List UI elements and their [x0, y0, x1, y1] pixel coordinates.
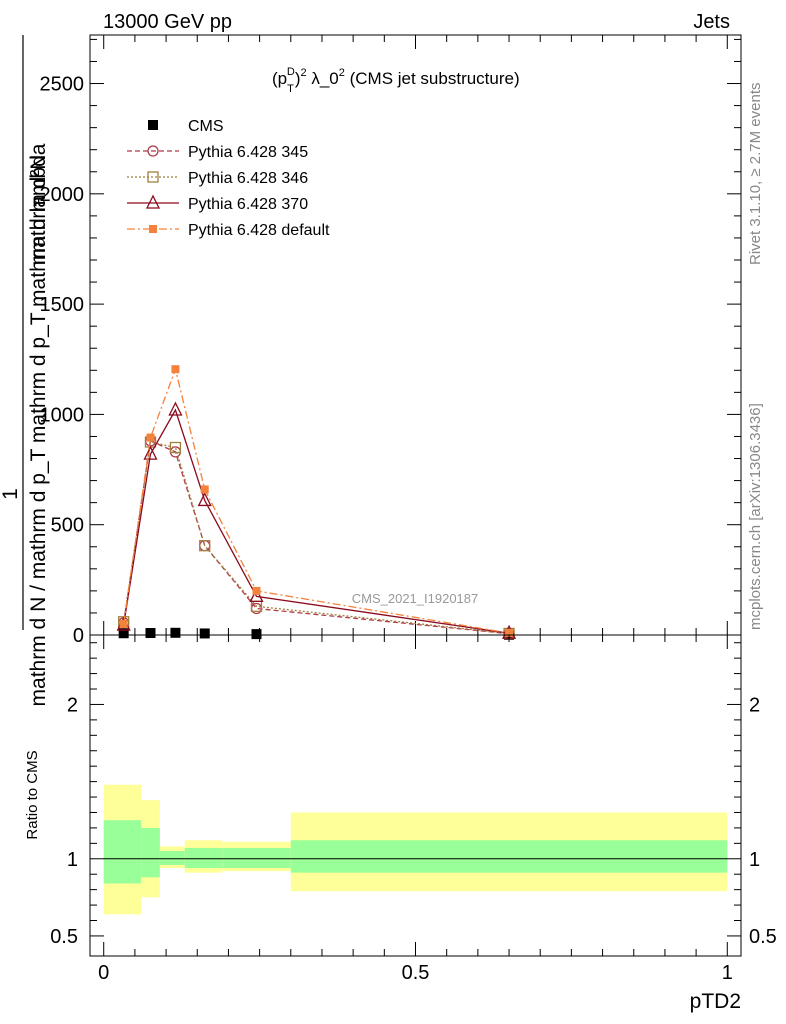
- x-tick-label: 0.5: [402, 962, 430, 984]
- data-point: [171, 365, 180, 374]
- series-pythia-6-428-345: [118, 435, 515, 640]
- data-point: [200, 485, 209, 494]
- data-point: [197, 491, 212, 507]
- y-label-top: 1: [0, 488, 22, 500]
- main-y-tick-label: 2500: [40, 74, 85, 96]
- rivet-label: Rivet 3.1.10, ≥ 2.7M events: [747, 83, 764, 266]
- legend-label: Pythia 6.428 370: [188, 196, 308, 213]
- legend-label: Pythia 6.428 346: [188, 170, 308, 187]
- analysis-watermark: CMS_2021_I1920187: [352, 591, 479, 606]
- main-y-tick-label: 500: [51, 515, 84, 537]
- legend-entry: Pythia 6.428 370: [127, 194, 308, 213]
- data-point: [249, 587, 264, 603]
- legend-label: Pythia 6.428 345: [188, 144, 308, 161]
- main-y-tick-label: 1000: [40, 404, 85, 426]
- legend-entry: Pythia 6.428 default: [127, 222, 330, 239]
- ratio-band-inner: [159, 851, 185, 865]
- ratio-y-tick-label-right: 2: [749, 694, 760, 716]
- data-point: [118, 628, 129, 639]
- ratio-band-inner: [184, 847, 223, 869]
- main-y-tick-label: 0: [73, 625, 84, 647]
- ratio-y-tick-label: 0.5: [50, 926, 78, 948]
- header-left: 13000 GeV pp: [103, 11, 232, 33]
- mcplots-label: mcplots.cern.ch [arXiv:1306.3436]: [747, 403, 764, 630]
- ratio-y-ticks: 0.5 0.5 1 1 2 2: [50, 642, 777, 948]
- data-point: [143, 445, 158, 460]
- main-series-layer: [116, 365, 517, 640]
- data-point: [505, 629, 514, 638]
- series-pythia-6-428-346: [118, 436, 515, 640]
- plot-title: (pTD)2 λ_02 (CMS jet substructure): [272, 66, 520, 95]
- legend-entry: Pythia 6.428 346: [127, 170, 308, 187]
- legend-entry: CMS: [148, 118, 224, 135]
- data-point: [170, 627, 181, 638]
- y-label-denominator: mathrm d N / mathrm d p_T mathrm d p_T m…: [27, 143, 50, 706]
- series-line: [123, 408, 510, 634]
- legend-label: CMS: [188, 118, 224, 135]
- ratio-y-tick-label: 1: [67, 849, 78, 871]
- ratio-band-inner: [222, 847, 291, 869]
- data-point: [147, 171, 159, 183]
- data-point: [251, 629, 262, 640]
- series-line: [123, 366, 510, 634]
- series-cms: [118, 627, 515, 640]
- main-y-tick-label: 1500: [40, 294, 85, 316]
- ratio-y-tick-label-right: 0.5: [749, 926, 777, 948]
- ratio-x-ticks: 0 0.5 1: [98, 635, 733, 984]
- data-point: [149, 225, 157, 233]
- main-y-ticks: 0 500 1000 1500 2000 2500: [40, 38, 741, 647]
- ratio-band-inner: [290, 840, 728, 873]
- ratio-bands: [103, 784, 728, 915]
- data-point: [119, 619, 128, 628]
- y-label-numerator: mathrm d²N: [27, 155, 50, 266]
- ratio-band-inner: [103, 820, 142, 884]
- main-y-tick-label: 2000: [40, 184, 85, 206]
- header-right: Jets: [693, 11, 730, 33]
- data-point: [147, 145, 159, 157]
- ratio-band-inner: [141, 827, 160, 878]
- data-point: [145, 628, 156, 639]
- ratio-y-tick-label: 2: [67, 694, 78, 716]
- x-tick-label: 0: [98, 962, 109, 984]
- data-point: [252, 586, 261, 595]
- data-point: [168, 401, 183, 416]
- ratio-plot-frame: [89, 634, 742, 957]
- main-x-ticks: [103, 35, 728, 635]
- ratio-y-tick-label-right: 1: [749, 849, 760, 871]
- main-y-label: 1 mathrm d²N mathrm d N / mathrm d p_T m…: [0, 35, 50, 706]
- data-point: [169, 441, 182, 454]
- data-point: [148, 120, 158, 130]
- legend-label: Pythia 6.428 default: [188, 222, 330, 239]
- data-point: [199, 628, 210, 639]
- x-tick-label: 1: [722, 962, 733, 984]
- data-point: [145, 194, 161, 209]
- data-point: [199, 540, 211, 552]
- ratio-y-label: Ratio to CMS: [24, 750, 41, 839]
- series-pythia-6-428-default: [119, 365, 514, 638]
- x-axis-label: pTD2: [690, 990, 741, 1013]
- legend-entry: Pythia 6.428 345: [127, 144, 308, 161]
- data-point: [146, 433, 155, 442]
- legend: CMS Pythia 6.428 345 Pythia 6.428 346 Pythi…: [127, 118, 330, 239]
